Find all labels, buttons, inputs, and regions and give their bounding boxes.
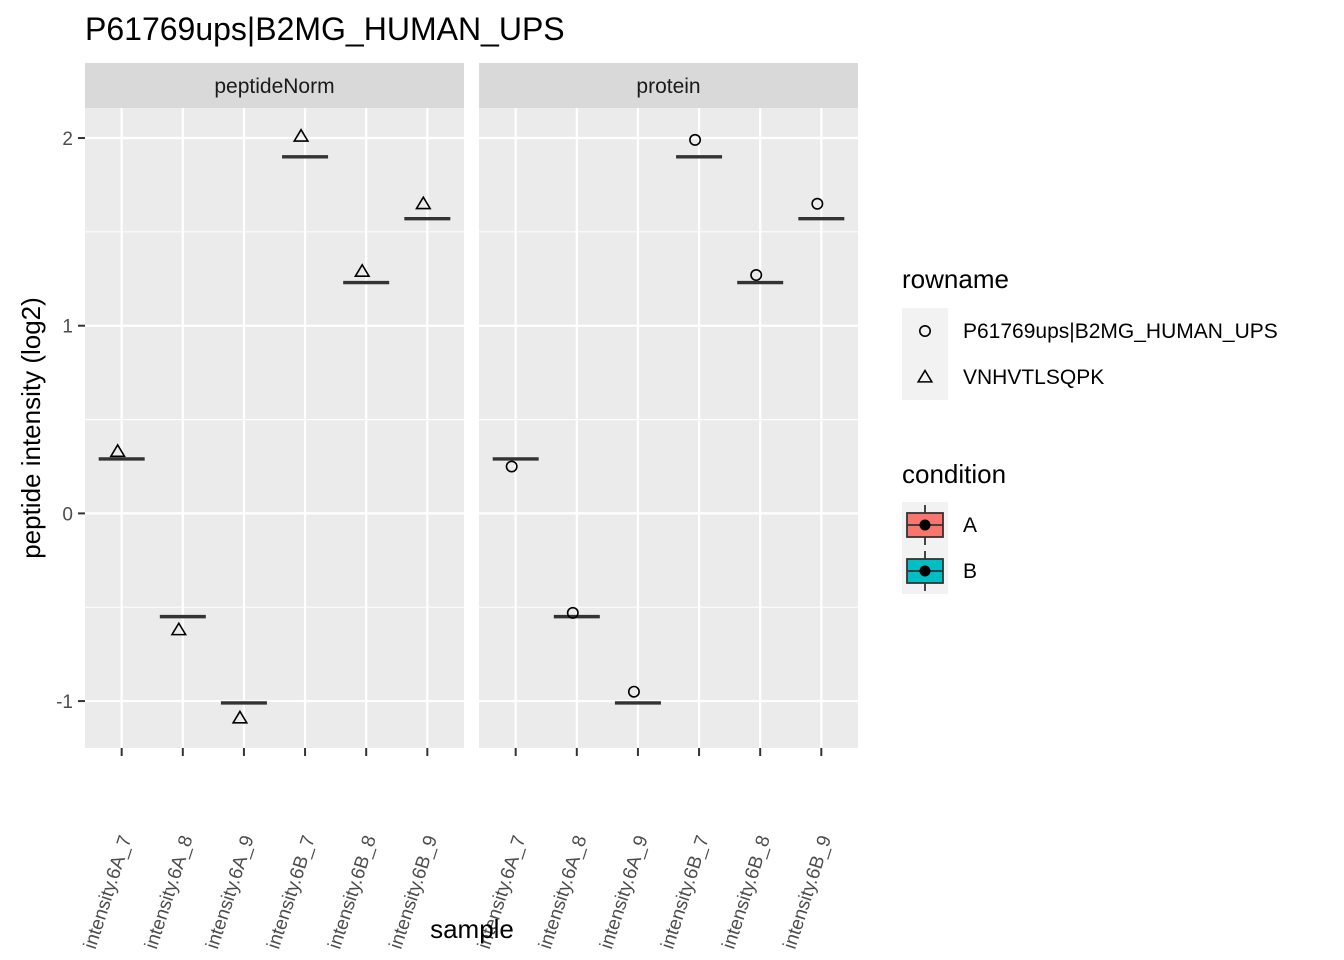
legend-label: P61769ups|B2MG_HUMAN_UPS [963,320,1278,343]
y-axis-title: peptide intensity (log2) [16,297,46,559]
data-point [566,606,579,619]
data-point [292,128,310,142]
legend-key [902,354,948,400]
data-point [750,269,763,282]
data-point [689,133,702,146]
legend-label: VNHVTLSQPK [963,366,1104,389]
legend-point [919,519,931,531]
data-point [415,195,432,210]
strip-protein [479,63,858,108]
panel-background [85,108,464,748]
data-point [505,460,518,473]
data-point [811,197,824,210]
y-tick-label: 1 [62,317,73,338]
y-axis: -1 0 1 2 [56,129,85,713]
legend-symbol-circle [918,324,931,337]
legends: rowname P61769ups|B2MG_HUMAN_UPS VNHVTLSQP… [902,264,1278,594]
strip-label-protein: protein [636,75,700,98]
legend-key [902,308,948,354]
strip-label-peptideNorm: peptideNorm [214,75,334,98]
legend-title-rowname: rowname [902,264,1009,294]
data-point [109,443,126,458]
legend-point [919,565,931,577]
data-point [627,685,640,698]
x-tick-label: intensity.6A_9 [202,833,258,952]
legend-label: A [963,514,977,537]
data-point [231,709,249,724]
legend-title-condition: condition [902,459,1006,489]
y-tick-label: 2 [62,129,73,150]
x-tick-label: intensity.6B_8 [325,833,381,952]
legend-symbol-triangle [916,368,934,383]
panel-protein: protein [479,63,858,748]
y-tick-label: 0 [62,504,73,525]
x-tick-label: intensity.6A_8 [535,833,591,952]
x-tick-label: intensity.6B_9 [780,833,836,952]
chart-title: P61769ups|B2MG_HUMAN_UPS [85,11,565,47]
x-tick-label: intensity.6B_7 [657,833,713,952]
data-point [353,263,371,277]
legend-label: B [963,560,977,583]
data-point [170,621,188,636]
x-tick-label: intensity.6A_8 [141,833,197,952]
facet-panels: peptideNorm protein [85,63,858,748]
strip-peptideNorm [85,63,464,108]
x-tick-label: intensity.6B_8 [719,833,775,952]
x-tick-label: intensity.6A_7 [80,833,136,952]
y-tick-label: -1 [56,692,73,713]
x-tick-label: intensity.6A_9 [596,833,652,952]
x-axis-title: sample [430,914,514,944]
panel-background [479,108,858,748]
panel-peptideNorm: peptideNorm [85,63,464,748]
x-tick-label: intensity.6B_7 [263,833,319,952]
